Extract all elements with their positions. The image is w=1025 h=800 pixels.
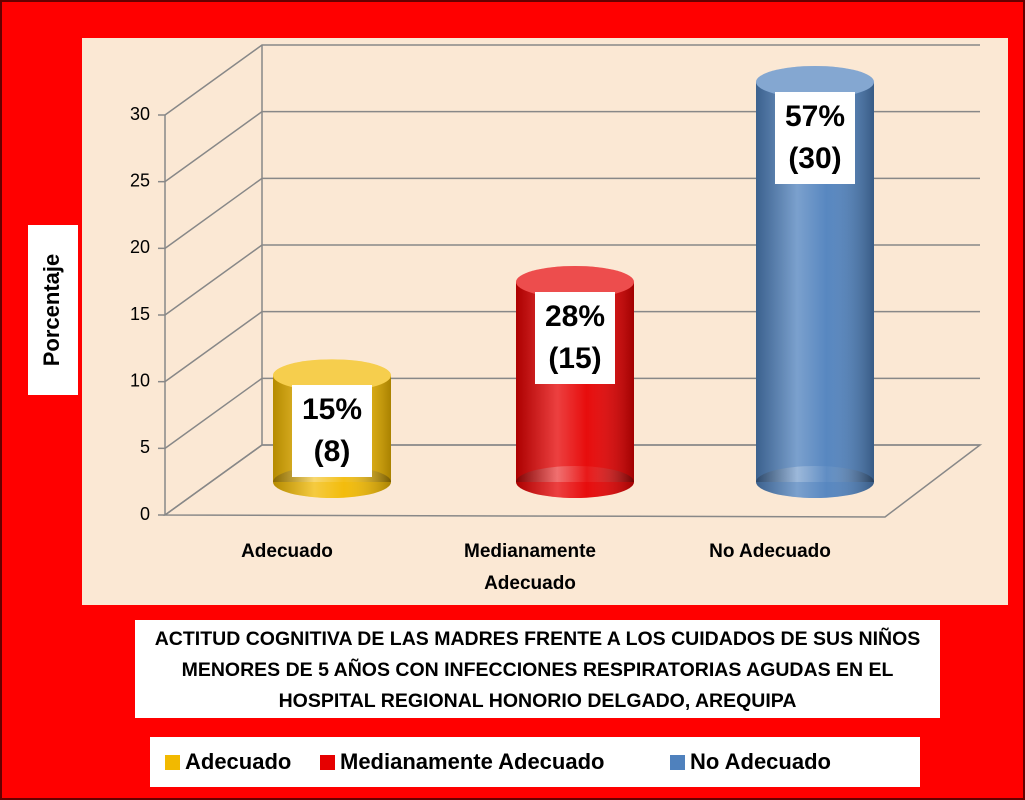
- legend-swatch: [320, 755, 335, 770]
- grid-line: [164, 44, 980, 116]
- bar-top: [756, 66, 874, 98]
- x-tick-label: Medianamente Adecuado: [464, 541, 596, 594]
- y-tick-label: 25: [130, 170, 150, 190]
- grid-line: [164, 310, 980, 383]
- data-label: 28% (15): [535, 292, 615, 384]
- legend-swatch: [670, 755, 685, 770]
- title-box: [135, 620, 940, 718]
- bar-top: [516, 266, 634, 298]
- y-tick-label: 15: [130, 304, 150, 324]
- grid-line: [164, 444, 980, 516]
- grid-line: [164, 377, 980, 449]
- y-label-box: [28, 225, 78, 395]
- y-axis-label: Porcentaje: [39, 254, 64, 367]
- bar-top-shade: [756, 66, 874, 98]
- chart-title: ACTITUD COGNITIVA DE LAS MADRES FRENTE A…: [154, 628, 921, 712]
- grid: 0 5 10 15 20 25 30: [130, 44, 983, 524]
- bar-top: [273, 359, 391, 392]
- legend-label: Adecuado: [185, 749, 291, 774]
- grid-line: [164, 110, 980, 183]
- x-tick-label: No Adecuado: [709, 541, 831, 562]
- y-tick-label: 5: [140, 437, 150, 457]
- y-tick-label: 20: [130, 237, 150, 257]
- legend-box: [150, 737, 920, 787]
- legend: Adecuado Medianamente Adecuado No Adecuado: [165, 749, 831, 774]
- y-tick-label: 0: [140, 504, 150, 524]
- legend-swatch: [165, 755, 180, 770]
- y-tick-label: 10: [130, 370, 150, 390]
- legend-label: Medianamente Adecuado: [340, 749, 604, 774]
- y-tick-label: 30: [130, 104, 150, 124]
- data-label: 57% (30): [775, 92, 855, 184]
- legend-label: No Adecuado: [690, 749, 831, 774]
- x-tick-label: Adecuado: [241, 541, 333, 562]
- grid-line: [164, 177, 980, 249]
- bar-top-shade: [273, 359, 391, 392]
- grid-line: [164, 244, 980, 316]
- bar-top-shade: [516, 266, 634, 298]
- data-label: 15% (8): [292, 385, 372, 478]
